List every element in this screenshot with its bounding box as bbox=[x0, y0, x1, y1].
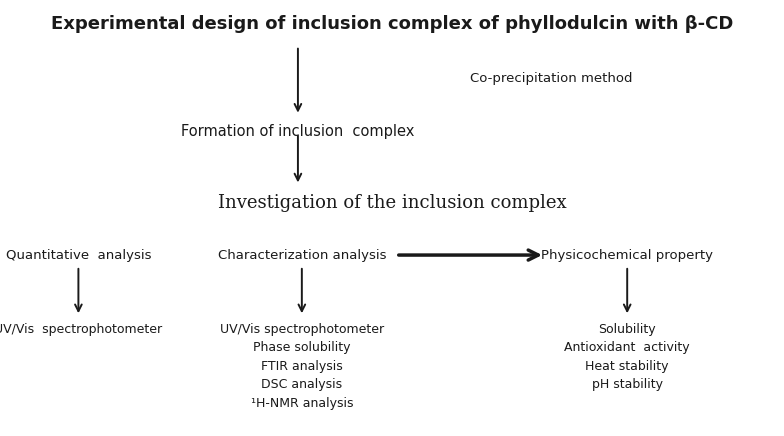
Text: UV/Vis spectrophotometer
Phase solubility
FTIR analysis
DSC analysis
¹H-NMR anal: UV/Vis spectrophotometer Phase solubilit… bbox=[220, 323, 384, 410]
Text: Solubility
Antioxidant  activity
Heat stability
pH stability: Solubility Antioxidant activity Heat sta… bbox=[564, 323, 690, 391]
Text: Formation of inclusion  complex: Formation of inclusion complex bbox=[181, 124, 415, 139]
Text: Experimental design of inclusion complex of phyllodulcin with β-CD: Experimental design of inclusion complex… bbox=[51, 15, 733, 33]
Text: Physicochemical property: Physicochemical property bbox=[541, 249, 713, 262]
Text: Co-precipitation method: Co-precipitation method bbox=[470, 72, 633, 85]
Text: Characterization analysis: Characterization analysis bbox=[218, 249, 386, 262]
Text: UV/Vis  spectrophotometer: UV/Vis spectrophotometer bbox=[0, 323, 162, 336]
Text: Investigation of the inclusion complex: Investigation of the inclusion complex bbox=[218, 194, 566, 212]
Text: Quantitative  analysis: Quantitative analysis bbox=[5, 249, 151, 262]
